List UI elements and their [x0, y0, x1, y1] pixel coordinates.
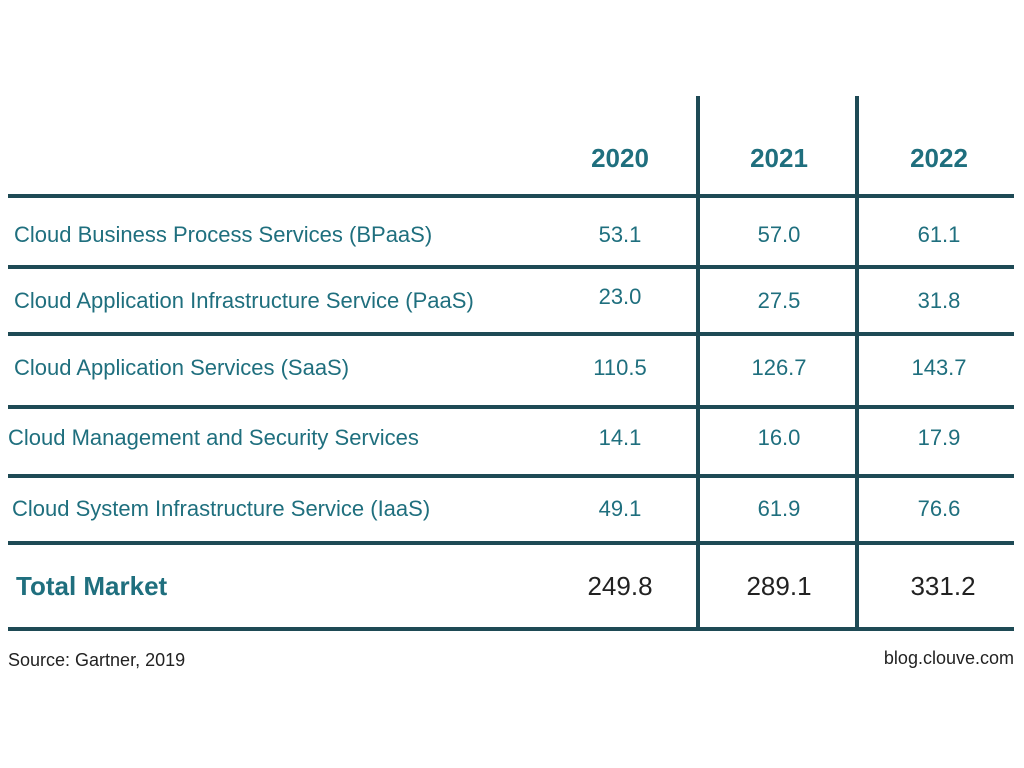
- row-divider: [8, 474, 1014, 478]
- total-market-label: Total Market: [16, 571, 168, 601]
- value-iaas-2020: 49.1: [598, 496, 642, 521]
- row-divider: [8, 541, 1014, 545]
- column-header-2021: 2021: [750, 143, 808, 173]
- value-paas-2021: 27.5: [757, 288, 801, 313]
- column-divider-2022: [855, 96, 859, 630]
- value-saas-2021: 126.7: [751, 355, 807, 380]
- row-divider: [8, 405, 1014, 409]
- value-bpaas-2020: 53.1: [598, 222, 642, 247]
- column-header-2022: 2022: [910, 143, 968, 173]
- value-management-2021: 16.0: [757, 425, 801, 450]
- source-note: Source: Gartner, 2019: [8, 650, 186, 670]
- value-iaas-2022: 76.6: [917, 496, 961, 521]
- total-2020: 249.8: [587, 571, 653, 601]
- site-credit: blog.clouve.com: [883, 648, 1014, 668]
- row-label-iaas: Cloud System Infrastructure Service (Iaa…: [12, 496, 431, 521]
- value-saas-2022: 143.7: [911, 355, 967, 380]
- value-bpaas-2022: 61.1: [917, 222, 961, 247]
- value-iaas-2021: 61.9: [757, 496, 801, 521]
- table-bottom-border: [8, 627, 1014, 631]
- total-2021: 289.1: [746, 571, 812, 601]
- row-divider: [8, 332, 1014, 336]
- row-label-management-security: Cloud Management and Security Services: [8, 425, 419, 450]
- value-management-2022: 17.9: [917, 425, 961, 450]
- row-label-saas: Cloud Application Services (SaaS): [14, 355, 350, 380]
- row-label-bpaas: Cloud Business Process Services (BPaaS): [14, 222, 433, 247]
- value-saas-2020: 110.5: [593, 355, 647, 380]
- header-divider: [8, 194, 1014, 198]
- value-paas-2022: 31.8: [917, 288, 961, 313]
- row-label-paas: Cloud Application Infrastructure Service…: [14, 288, 474, 313]
- value-bpaas-2021: 57.0: [757, 222, 801, 247]
- value-management-2020: 14.1: [598, 425, 642, 450]
- column-divider-2021: [696, 96, 700, 630]
- value-paas-2020: 23.0: [598, 284, 642, 309]
- column-header-2020: 2020: [591, 143, 649, 173]
- row-divider: [8, 265, 1014, 269]
- total-2022: 331.2: [910, 571, 976, 601]
